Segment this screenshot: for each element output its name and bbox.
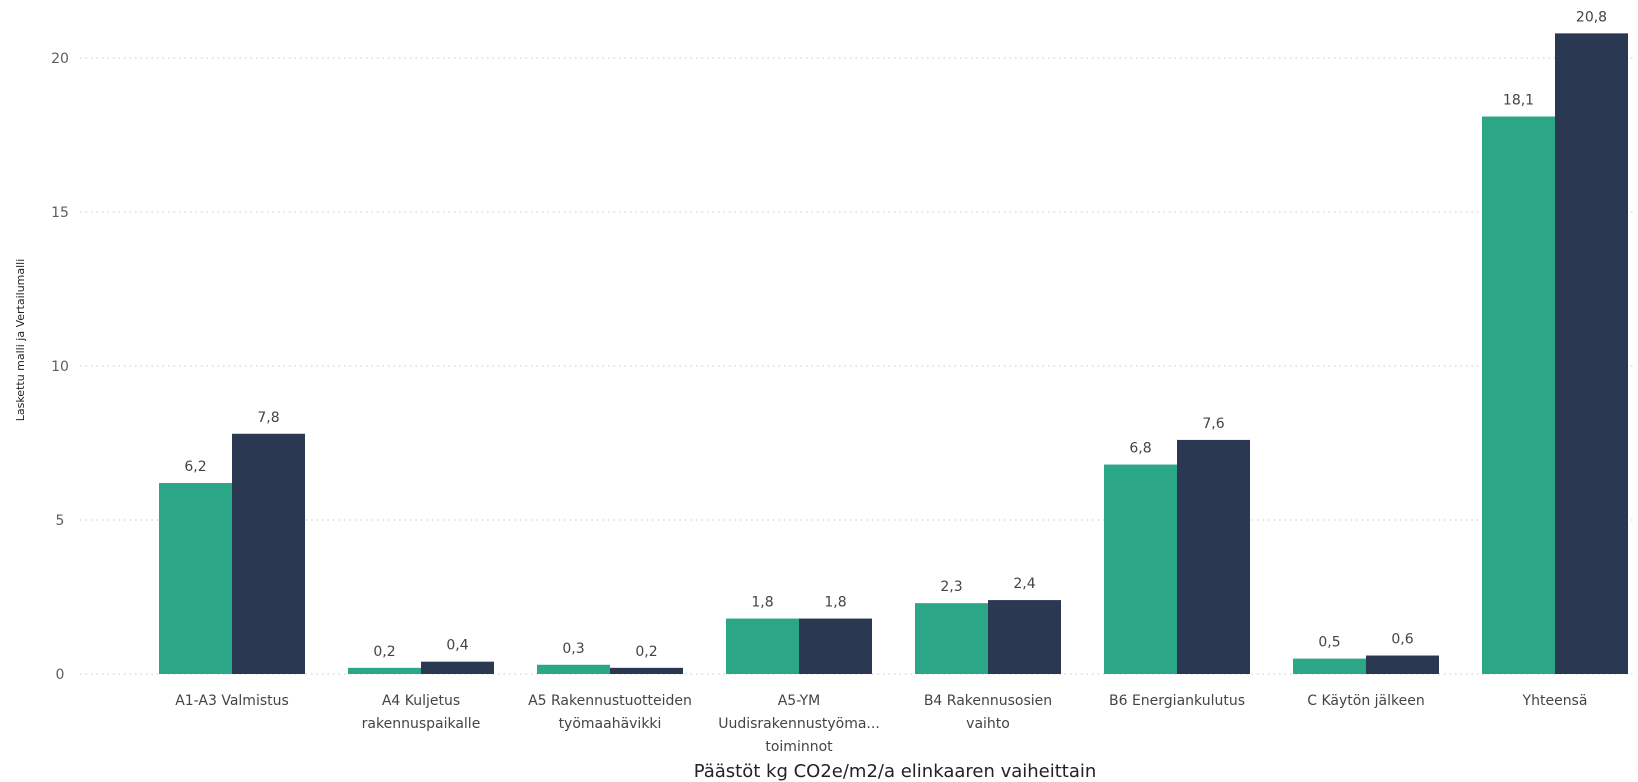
- bar-series-1: [537, 664, 610, 674]
- x-category-label: A5 Rakennustuotteiden: [528, 693, 692, 709]
- data-label: 0,4: [446, 638, 468, 654]
- x-category-label: A4 Kuljetus: [382, 693, 460, 709]
- bar-series-1: [1482, 116, 1555, 674]
- x-category-label: A1-A3 Valmistus: [175, 693, 289, 709]
- x-category-label: työmaahävikki: [559, 716, 662, 732]
- x-category-label: rakennuspaikalle: [362, 716, 481, 732]
- y-axis-ticks: 0 5 10 15 20: [51, 51, 69, 683]
- data-label: 0,2: [635, 644, 657, 660]
- y-tick-label: 20: [51, 51, 69, 67]
- bar-series-1: [159, 483, 232, 674]
- bar-series-1: [726, 618, 799, 674]
- x-category-label: C Käytön jälkeen: [1307, 693, 1424, 709]
- x-category-label: toiminnot: [765, 739, 833, 755]
- data-label: 0,6: [1391, 632, 1413, 648]
- data-label: 2,3: [940, 579, 962, 595]
- bar-series-1: [1293, 658, 1366, 674]
- bar-series-2: [421, 661, 494, 674]
- x-axis-title: Päästöt kg CO2e/m2/a elinkaaren vaiheitt…: [694, 761, 1097, 782]
- data-label: 0,3: [562, 641, 584, 657]
- y-tick-label: 5: [56, 513, 65, 529]
- data-label: 0,2: [373, 644, 395, 660]
- data-label: 1,8: [751, 595, 773, 611]
- data-label: 6,2: [184, 459, 206, 475]
- bar-series-2: [799, 618, 872, 674]
- data-label: 18,1: [1503, 93, 1534, 109]
- x-category-label: A5-YM: [778, 693, 821, 709]
- gridlines: [80, 57, 1636, 675]
- bar-series-2: [1177, 439, 1250, 674]
- x-axis-categories: A1-A3 Valmistus A4 Kuljetus rakennuspaikal…: [175, 693, 1587, 755]
- bar-series-2: [1555, 33, 1628, 675]
- x-category-label: Uudisrakennustyöma...: [718, 716, 880, 732]
- data-label: 7,6: [1202, 416, 1224, 432]
- data-label: 2,4: [1013, 576, 1035, 592]
- bar-series-2: [988, 600, 1061, 674]
- bar-series-1: [915, 603, 988, 674]
- bar-series-1: [348, 667, 421, 674]
- bar-series-1: [1104, 464, 1177, 674]
- data-label: 1,8: [824, 595, 846, 611]
- x-category-label: B6 Energiankulutus: [1109, 693, 1245, 709]
- bar-series-2: [232, 433, 305, 674]
- data-label: 0,5: [1318, 635, 1340, 651]
- y-tick-label: 10: [51, 359, 69, 375]
- bar-series-2: [1366, 655, 1439, 674]
- data-label: 7,8: [257, 410, 279, 426]
- x-category-label: vaihto: [966, 716, 1010, 732]
- y-axis-title: Laskettu malli ja Vertailumalli: [14, 259, 27, 422]
- x-category-label: B4 Rakennusosien: [924, 693, 1052, 709]
- data-label: 6,8: [1129, 441, 1151, 457]
- data-labels: 6,2 7,8 0,2 0,4 0,3 0,2 1,8 1,8 2,3 2,4 6,8 7,6 0,5 0…: [184, 9, 1607, 659]
- bars: [159, 33, 1628, 675]
- x-category-label: Yhteensä: [1522, 693, 1588, 709]
- y-tick-label: 15: [51, 205, 69, 221]
- bar-series-2: [610, 667, 683, 674]
- y-tick-label: 0: [56, 667, 65, 683]
- data-label: 20,8: [1576, 9, 1607, 25]
